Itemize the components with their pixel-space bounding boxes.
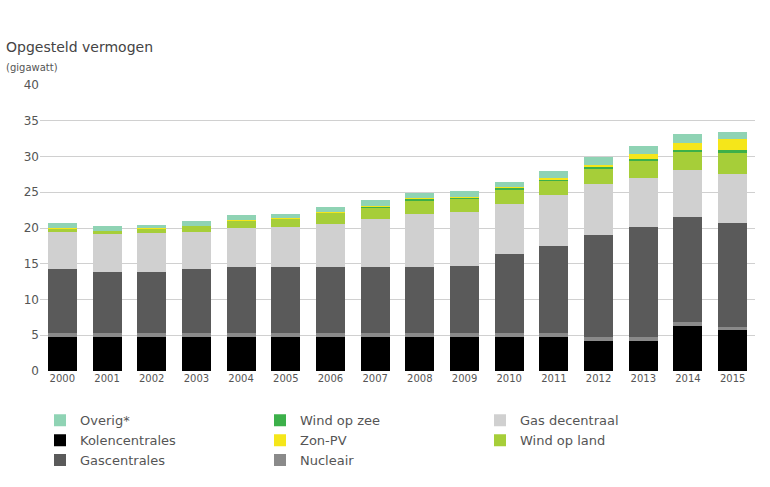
svg-text:0: 0 [31, 364, 39, 378]
svg-text:Zon-PV: Zon-PV [300, 433, 347, 448]
svg-text:2000: 2000 [50, 373, 75, 384]
svg-text:2010: 2010 [496, 373, 521, 384]
svg-text:Gas decentraal: Gas decentraal [520, 413, 619, 428]
svg-text:2008: 2008 [407, 373, 432, 384]
svg-text:2009: 2009 [452, 373, 477, 384]
svg-text:2015: 2015 [720, 373, 745, 384]
svg-text:35: 35 [24, 114, 39, 128]
svg-text:2003: 2003 [184, 373, 209, 384]
svg-text:2006: 2006 [318, 373, 343, 384]
svg-text:Wind op zee: Wind op zee [300, 413, 380, 428]
svg-text:Nucleair: Nucleair [300, 453, 354, 468]
svg-text:2007: 2007 [362, 373, 387, 384]
svg-text:30: 30 [24, 150, 39, 164]
svg-text:Wind op land: Wind op land [520, 433, 605, 448]
svg-text:2001: 2001 [94, 373, 119, 384]
svg-text:Opgesteld vermogen: Opgesteld vermogen [6, 39, 153, 55]
svg-text:Gascentrales: Gascentrales [80, 453, 165, 468]
svg-text:10: 10 [24, 293, 39, 307]
svg-text:2011: 2011 [541, 373, 566, 384]
svg-text:25: 25 [24, 185, 39, 199]
svg-text:2004: 2004 [228, 373, 253, 384]
svg-text:Kolencentrales: Kolencentrales [80, 433, 176, 448]
svg-text:(gigawatt): (gigawatt) [6, 62, 58, 73]
svg-text:20: 20 [24, 221, 39, 235]
svg-text:2012: 2012 [586, 373, 611, 384]
svg-text:2014: 2014 [675, 373, 700, 384]
svg-text:2013: 2013 [631, 373, 656, 384]
svg-text:Overig*: Overig* [80, 413, 130, 428]
svg-text:2002: 2002 [139, 373, 164, 384]
svg-text:2005: 2005 [273, 373, 298, 384]
svg-text:5: 5 [31, 328, 39, 342]
svg-text:40: 40 [24, 78, 39, 92]
svg-text:15: 15 [24, 257, 39, 271]
